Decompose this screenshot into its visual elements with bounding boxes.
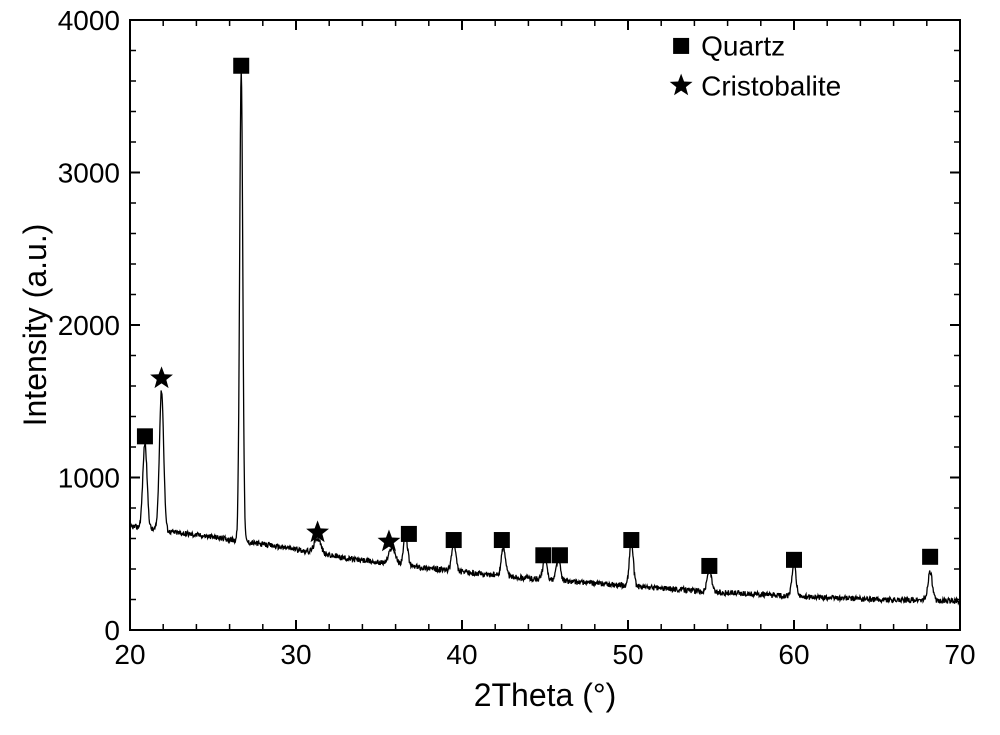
peak-markers xyxy=(137,58,938,574)
legend-label: Cristobalite xyxy=(701,70,841,101)
quartz-marker-icon xyxy=(623,532,639,548)
cristobalite-marker-icon xyxy=(150,366,173,388)
legend: Quartz Cristobalite xyxy=(670,31,841,102)
quartz-marker-icon xyxy=(137,428,153,444)
quartz-marker-icon xyxy=(701,558,717,574)
quartz-marker-icon xyxy=(401,526,417,542)
quartz-marker-icon xyxy=(786,552,802,568)
x-axis-label: 2Theta (°) xyxy=(474,677,617,713)
cristobalite-marker-icon xyxy=(378,530,401,552)
chart-svg: 203040506070010002000300040002Theta (°)I… xyxy=(0,0,1000,735)
y-tick-label: 0 xyxy=(104,615,120,646)
legend-label: Quartz xyxy=(701,31,785,62)
quartz-marker-icon xyxy=(494,532,510,548)
quartz-marker-icon xyxy=(922,549,938,565)
y-tick-label: 2000 xyxy=(58,310,120,341)
y-tick-label: 4000 xyxy=(58,5,120,36)
xrd-chart: 203040506070010002000300040002Theta (°)I… xyxy=(0,0,1000,735)
quartz-marker-icon xyxy=(233,58,249,74)
quartz-marker-icon xyxy=(446,532,462,548)
y-axis-label: Intensity (a.u.) xyxy=(17,224,53,427)
y-tick-label: 1000 xyxy=(58,462,120,493)
x-tick-label: 70 xyxy=(944,639,975,670)
axis-ticks: 20304050607001000200030004000 xyxy=(58,5,976,670)
xrd-trace xyxy=(130,71,960,604)
x-tick-label: 30 xyxy=(280,639,311,670)
x-tick-label: 60 xyxy=(778,639,809,670)
x-tick-label: 40 xyxy=(446,639,477,670)
quartz-marker-icon xyxy=(535,547,551,563)
y-tick-label: 3000 xyxy=(58,157,120,188)
quartz-marker-icon xyxy=(552,547,568,563)
cristobalite-marker-icon xyxy=(670,74,693,96)
quartz-marker-icon xyxy=(673,38,689,54)
x-tick-label: 50 xyxy=(612,639,643,670)
